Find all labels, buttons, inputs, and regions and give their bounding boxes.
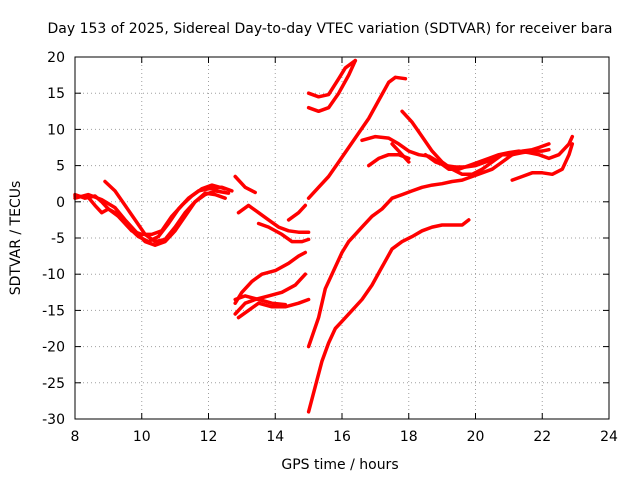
series-arc-9 bbox=[233, 250, 308, 305]
grid bbox=[75, 57, 609, 419]
y-tick-label: -5 bbox=[51, 231, 65, 247]
chart-title: Day 153 of 2025, Sidereal Day-to-day VTE… bbox=[47, 21, 612, 37]
x-tick-label: 10 bbox=[133, 429, 151, 445]
x-tick-label: 16 bbox=[333, 429, 351, 445]
x-tick-label: 22 bbox=[533, 429, 551, 445]
series-arc-7 bbox=[256, 221, 311, 244]
x-axis-label: GPS time / hours bbox=[281, 457, 398, 473]
y-tick-label: -10 bbox=[42, 267, 65, 283]
series-arc-12 bbox=[233, 294, 288, 307]
data-series-layer bbox=[73, 58, 575, 414]
series-arc-15 bbox=[306, 75, 408, 200]
series-arc-5 bbox=[233, 174, 257, 195]
series-arc-18 bbox=[360, 134, 575, 171]
series-arc-16 bbox=[306, 142, 551, 349]
x-tick-label: 24 bbox=[600, 429, 618, 445]
y-tick-label: -25 bbox=[42, 376, 65, 392]
x-tick-label: 12 bbox=[200, 429, 218, 445]
series-arc-23 bbox=[510, 142, 575, 182]
x-tick-label: 20 bbox=[467, 429, 485, 445]
series-arc-3 bbox=[73, 183, 227, 237]
x-tick-label: 14 bbox=[266, 429, 284, 445]
series-arc-20 bbox=[390, 142, 411, 164]
y-tick-label: -30 bbox=[42, 412, 65, 428]
series-arc-21 bbox=[400, 109, 551, 177]
y-tick-label: 15 bbox=[47, 86, 65, 102]
y-tick-label: 0 bbox=[56, 195, 65, 211]
y-tick-label: -15 bbox=[42, 303, 65, 319]
axis-ticks: 8 10 12 14 16 18 20 22 24 20 15 10 5 0 -5 -10 -15 -20 -25 -… bbox=[42, 50, 618, 445]
series-arc-8 bbox=[286, 203, 308, 222]
series-arc-10 bbox=[233, 272, 308, 316]
x-tick-label: 18 bbox=[400, 429, 418, 445]
series-arc-17 bbox=[306, 218, 471, 414]
y-tick-label: 5 bbox=[56, 159, 65, 175]
x-tick-label: 8 bbox=[71, 429, 80, 445]
series-arc-4 bbox=[103, 179, 227, 244]
series-arc-11 bbox=[236, 297, 311, 320]
y-tick-label: 10 bbox=[47, 122, 65, 138]
y-tick-label: -20 bbox=[42, 340, 65, 356]
series-arc-14 bbox=[306, 58, 358, 114]
y-tick-label: 20 bbox=[47, 50, 65, 66]
series-arc-13 bbox=[306, 58, 358, 99]
series-arc-22 bbox=[423, 152, 498, 169]
series-arc-6 bbox=[236, 203, 311, 234]
y-axis-label: SDTVAR / TECUs bbox=[8, 181, 24, 296]
